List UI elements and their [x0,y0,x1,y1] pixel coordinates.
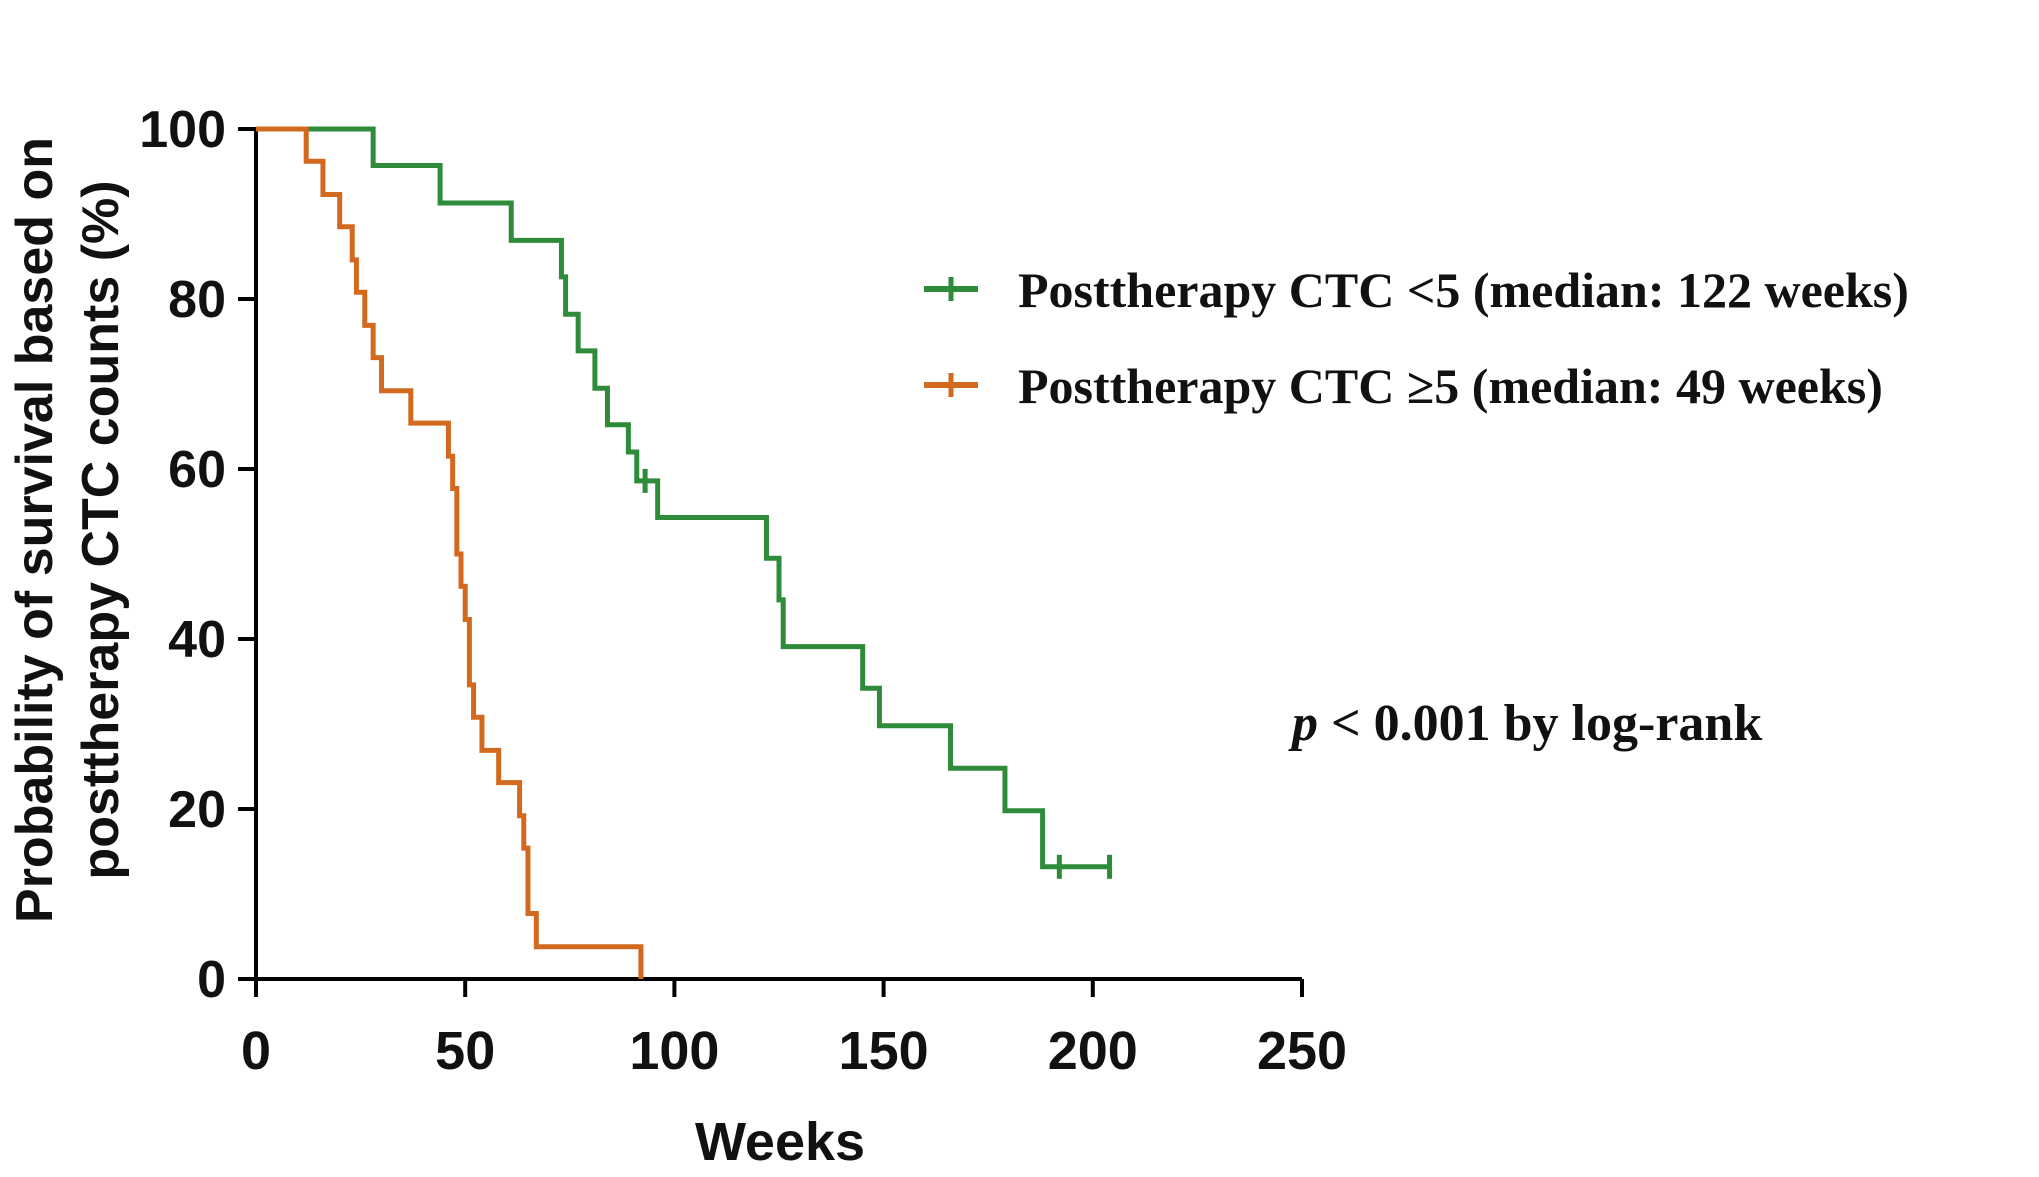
p-value-italic: p [1288,695,1318,752]
y-tick-label: 40 [168,611,226,669]
p-value-annotation: p < 0.001 by log-rank [1288,695,1762,752]
x-tick-label: 200 [1048,1021,1138,1081]
series-2-line [256,126,644,979]
y-axis-title-line2: posttherapy CTC counts (%) [72,180,130,879]
y-tick-label: 0 [197,951,226,1009]
y-tick-label: 80 [168,271,226,329]
x-axis-title: Weeks [695,1112,865,1172]
x-tick-label: 250 [1257,1021,1347,1081]
x-tick-label: 50 [435,1021,495,1081]
x-tick-label: 0 [241,1021,271,1081]
y-tick-label: 60 [168,441,226,499]
x-tick-label: 150 [839,1021,929,1081]
legend: Posttherapy CTC <5 (median: 122 weeks) Po… [924,262,1909,414]
series-layer [256,126,1113,979]
y-axis-title: Probability of survival based on postthe… [6,137,130,923]
legend-label-1: Posttherapy CTC <5 (median: 122 weeks) [1018,262,1909,318]
y-axis-title-line1: Probability of survival based on [6,137,64,923]
axes: 0 50 100 150 200 250 0 20 40 60 80 100 [139,101,1347,1081]
x-tick-label: 100 [629,1021,719,1081]
y-tick-label: 20 [168,781,226,839]
p-value-text: < 0.001 by log-rank [1318,695,1762,752]
series-1-line [256,126,1110,870]
y-tick-label: 100 [139,101,226,159]
legend-label-2: Posttherapy CTC ≥5 (median: 49 weeks) [1018,358,1883,414]
